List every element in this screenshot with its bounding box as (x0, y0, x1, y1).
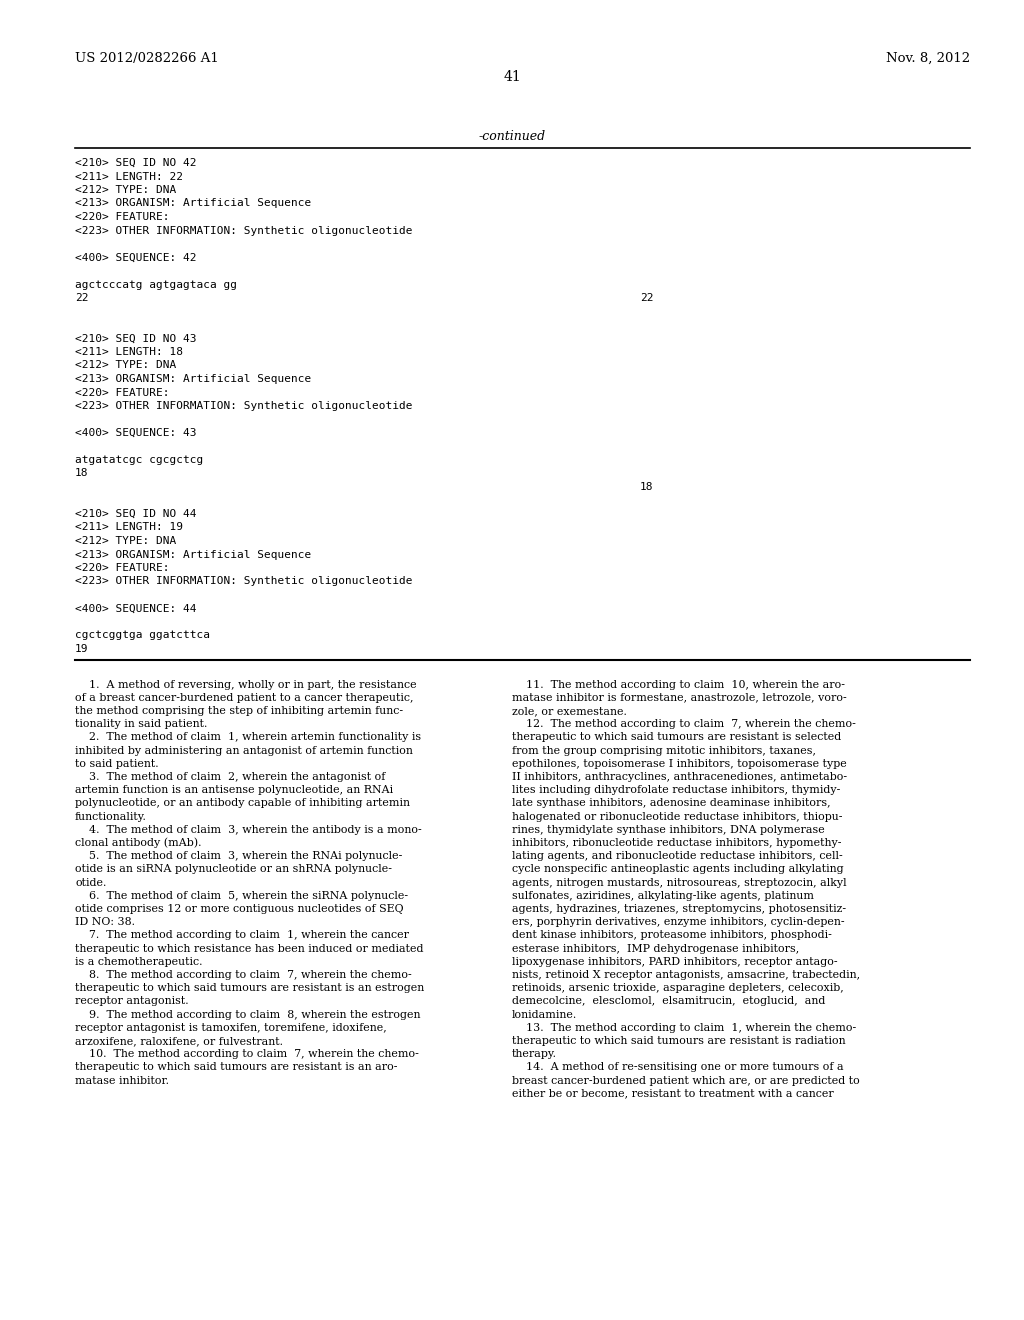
Text: 41: 41 (503, 70, 521, 84)
Text: cgctcggtga ggatcttca: cgctcggtga ggatcttca (75, 631, 210, 640)
Text: halogenated or ribonucleotide reductase inhibitors, thiopu-: halogenated or ribonucleotide reductase … (512, 812, 843, 821)
Text: therapeutic to which said tumours are resistant is an estrogen: therapeutic to which said tumours are re… (75, 983, 424, 993)
Text: to said patient.: to said patient. (75, 759, 159, 768)
Text: otide comprises 12 or more contiguous nucleotides of SEQ: otide comprises 12 or more contiguous nu… (75, 904, 403, 913)
Text: <213> ORGANISM: Artificial Sequence: <213> ORGANISM: Artificial Sequence (75, 374, 311, 384)
Text: breast cancer-burdened patient which are, or are predicted to: breast cancer-burdened patient which are… (512, 1076, 860, 1085)
Text: therapeutic to which said tumours are resistant is selected: therapeutic to which said tumours are re… (512, 733, 842, 742)
Text: <211> LENGTH: 18: <211> LENGTH: 18 (75, 347, 183, 356)
Text: zole, or exemestane.: zole, or exemestane. (512, 706, 627, 715)
Text: demecolcine,  elesclomol,  elsamitrucin,  etoglucid,  and: demecolcine, elesclomol, elsamitrucin, e… (512, 997, 825, 1006)
Text: 2.  The method of claim  1, wherein artemin functionality is: 2. The method of claim 1, wherein artemi… (75, 733, 421, 742)
Text: agctcccatg agtgagtaca gg: agctcccatg agtgagtaca gg (75, 280, 237, 289)
Text: is a chemotherapeutic.: is a chemotherapeutic. (75, 957, 203, 966)
Text: <213> ORGANISM: Artificial Sequence: <213> ORGANISM: Artificial Sequence (75, 198, 311, 209)
Text: cycle nonspecific antineoplastic agents including alkylating: cycle nonspecific antineoplastic agents … (512, 865, 844, 874)
Text: tionality in said patient.: tionality in said patient. (75, 719, 208, 729)
Text: late synthase inhibitors, adenosine deaminase inhibitors,: late synthase inhibitors, adenosine deam… (512, 799, 830, 808)
Text: either be or become, resistant to treatment with a cancer: either be or become, resistant to treatm… (512, 1089, 834, 1098)
Text: the method comprising the step of inhibiting artemin func-: the method comprising the step of inhibi… (75, 706, 403, 715)
Text: <210> SEQ ID NO 42: <210> SEQ ID NO 42 (75, 158, 197, 168)
Text: <212> TYPE: DNA: <212> TYPE: DNA (75, 360, 176, 371)
Text: 5.  The method of claim  3, wherein the RNAi polynucle-: 5. The method of claim 3, wherein the RN… (75, 851, 402, 861)
Text: lipoxygenase inhibitors, PARD inhibitors, receptor antago-: lipoxygenase inhibitors, PARD inhibitors… (512, 957, 838, 966)
Text: 12.  The method according to claim  7, wherein the chemo-: 12. The method according to claim 7, whe… (512, 719, 856, 729)
Text: 1.  A method of reversing, wholly or in part, the resistance: 1. A method of reversing, wholly or in p… (75, 680, 417, 689)
Text: matase inhibitor.: matase inhibitor. (75, 1076, 169, 1085)
Text: retinoids, arsenic trioxide, asparagine depleters, celecoxib,: retinoids, arsenic trioxide, asparagine … (512, 983, 844, 993)
Text: 10.  The method according to claim  7, wherein the chemo-: 10. The method according to claim 7, whe… (75, 1049, 419, 1059)
Text: <220> FEATURE:: <220> FEATURE: (75, 564, 170, 573)
Text: nists, retinoid X receptor antagonists, amsacrine, trabectedin,: nists, retinoid X receptor antagonists, … (512, 970, 860, 979)
Text: <400> SEQUENCE: 42: <400> SEQUENCE: 42 (75, 252, 197, 263)
Text: otide is an siRNA polynucleotide or an shRNA polynucle-: otide is an siRNA polynucleotide or an s… (75, 865, 392, 874)
Text: <223> OTHER INFORMATION: Synthetic oligonucleotide: <223> OTHER INFORMATION: Synthetic oligo… (75, 401, 413, 411)
Text: 9.  The method according to claim  8, wherein the estrogen: 9. The method according to claim 8, wher… (75, 1010, 421, 1019)
Text: 13.  The method according to claim  1, wherein the chemo-: 13. The method according to claim 1, whe… (512, 1023, 856, 1032)
Text: otide.: otide. (75, 878, 106, 887)
Text: inhibited by administering an antagonist of artemin function: inhibited by administering an antagonist… (75, 746, 413, 755)
Text: II inhibitors, anthracyclines, anthracenediones, antimetabo-: II inhibitors, anthracyclines, anthracen… (512, 772, 847, 781)
Text: artemin function is an antisense polynucleotide, an RNAi: artemin function is an antisense polynuc… (75, 785, 393, 795)
Text: matase inhibitor is formestane, anastrozole, letrozole, voro-: matase inhibitor is formestane, anastroz… (512, 693, 847, 702)
Text: ers, porphyrin derivatives, enzyme inhibitors, cyclin-depen-: ers, porphyrin derivatives, enzyme inhib… (512, 917, 845, 927)
Text: receptor antagonist.: receptor antagonist. (75, 997, 188, 1006)
Text: therapeutic to which said tumours are resistant is radiation: therapeutic to which said tumours are re… (512, 1036, 846, 1045)
Text: rines, thymidylate synthase inhibitors, DNA polymerase: rines, thymidylate synthase inhibitors, … (512, 825, 824, 834)
Text: agents, hydrazines, triazenes, streptomycins, photosensitiz-: agents, hydrazines, triazenes, streptomy… (512, 904, 846, 913)
Text: lating agents, and ribonucleotide reductase inhibitors, cell-: lating agents, and ribonucleotide reduct… (512, 851, 843, 861)
Text: US 2012/0282266 A1: US 2012/0282266 A1 (75, 51, 219, 65)
Text: ID NO: 38.: ID NO: 38. (75, 917, 135, 927)
Text: therapy.: therapy. (512, 1049, 557, 1059)
Text: 19: 19 (75, 644, 88, 653)
Text: <212> TYPE: DNA: <212> TYPE: DNA (75, 536, 176, 546)
Text: <210> SEQ ID NO 43: <210> SEQ ID NO 43 (75, 334, 197, 343)
Text: <213> ORGANISM: Artificial Sequence: <213> ORGANISM: Artificial Sequence (75, 549, 311, 560)
Text: dent kinase inhibitors, proteasome inhibitors, phosphodi-: dent kinase inhibitors, proteasome inhib… (512, 931, 831, 940)
Text: lites including dihydrofolate reductase inhibitors, thymidy-: lites including dihydrofolate reductase … (512, 785, 841, 795)
Text: 18: 18 (640, 482, 653, 492)
Text: <220> FEATURE:: <220> FEATURE: (75, 213, 170, 222)
Text: epothilones, topoisomerase I inhibitors, topoisomerase type: epothilones, topoisomerase I inhibitors,… (512, 759, 847, 768)
Text: agents, nitrogen mustards, nitrosoureas, streptozocin, alkyl: agents, nitrogen mustards, nitrosoureas,… (512, 878, 847, 887)
Text: <212> TYPE: DNA: <212> TYPE: DNA (75, 185, 176, 195)
Text: 11.  The method according to claim  10, wherein the aro-: 11. The method according to claim 10, wh… (512, 680, 845, 689)
Text: <223> OTHER INFORMATION: Synthetic oligonucleotide: <223> OTHER INFORMATION: Synthetic oligo… (75, 577, 413, 586)
Text: 4.  The method of claim  3, wherein the antibody is a mono-: 4. The method of claim 3, wherein the an… (75, 825, 422, 834)
Text: from the group comprising mitotic inhibitors, taxanes,: from the group comprising mitotic inhibi… (512, 746, 816, 755)
Text: functionality.: functionality. (75, 812, 146, 821)
Text: 7.  The method according to claim  1, wherein the cancer: 7. The method according to claim 1, wher… (75, 931, 409, 940)
Text: <211> LENGTH: 22: <211> LENGTH: 22 (75, 172, 183, 181)
Text: sulfonates, aziridines, alkylating-like agents, platinum: sulfonates, aziridines, alkylating-like … (512, 891, 814, 900)
Text: receptor antagonist is tamoxifen, toremifene, idoxifene,: receptor antagonist is tamoxifen, toremi… (75, 1023, 387, 1032)
Text: esterase inhibitors,  IMP dehydrogenase inhibitors,: esterase inhibitors, IMP dehydrogenase i… (512, 944, 800, 953)
Text: 14.  A method of re-sensitising one or more tumours of a: 14. A method of re-sensitising one or mo… (512, 1063, 844, 1072)
Text: 3.  The method of claim  2, wherein the antagonist of: 3. The method of claim 2, wherein the an… (75, 772, 385, 781)
Text: of a breast cancer-burdened patient to a cancer therapeutic,: of a breast cancer-burdened patient to a… (75, 693, 414, 702)
Text: 18: 18 (75, 469, 88, 479)
Text: <400> SEQUENCE: 43: <400> SEQUENCE: 43 (75, 428, 197, 438)
Text: polynucleotide, or an antibody capable of inhibiting artemin: polynucleotide, or an antibody capable o… (75, 799, 410, 808)
Text: -continued: -continued (478, 129, 546, 143)
Text: 6.  The method of claim  5, wherein the siRNA polynucle-: 6. The method of claim 5, wherein the si… (75, 891, 409, 900)
Text: <223> OTHER INFORMATION: Synthetic oligonucleotide: <223> OTHER INFORMATION: Synthetic oligo… (75, 226, 413, 235)
Text: Nov. 8, 2012: Nov. 8, 2012 (886, 51, 970, 65)
Text: clonal antibody (mAb).: clonal antibody (mAb). (75, 838, 202, 849)
Text: therapeutic to which said tumours are resistant is an aro-: therapeutic to which said tumours are re… (75, 1063, 397, 1072)
Text: 22: 22 (75, 293, 88, 304)
Text: lonidamine.: lonidamine. (512, 1010, 578, 1019)
Text: <211> LENGTH: 19: <211> LENGTH: 19 (75, 523, 183, 532)
Text: 8.  The method according to claim  7, wherein the chemo-: 8. The method according to claim 7, wher… (75, 970, 412, 979)
Text: <400> SEQUENCE: 44: <400> SEQUENCE: 44 (75, 603, 197, 614)
Text: 22: 22 (640, 293, 653, 304)
Text: atgatatcgc cgcgctcg: atgatatcgc cgcgctcg (75, 455, 203, 465)
Text: inhibitors, ribonucleotide reductase inhibitors, hypomethy-: inhibitors, ribonucleotide reductase inh… (512, 838, 842, 847)
Text: therapeutic to which resistance has been induced or mediated: therapeutic to which resistance has been… (75, 944, 424, 953)
Text: <210> SEQ ID NO 44: <210> SEQ ID NO 44 (75, 510, 197, 519)
Text: arzoxifene, raloxifene, or fulvestrant.: arzoxifene, raloxifene, or fulvestrant. (75, 1036, 283, 1045)
Text: <220> FEATURE:: <220> FEATURE: (75, 388, 170, 397)
